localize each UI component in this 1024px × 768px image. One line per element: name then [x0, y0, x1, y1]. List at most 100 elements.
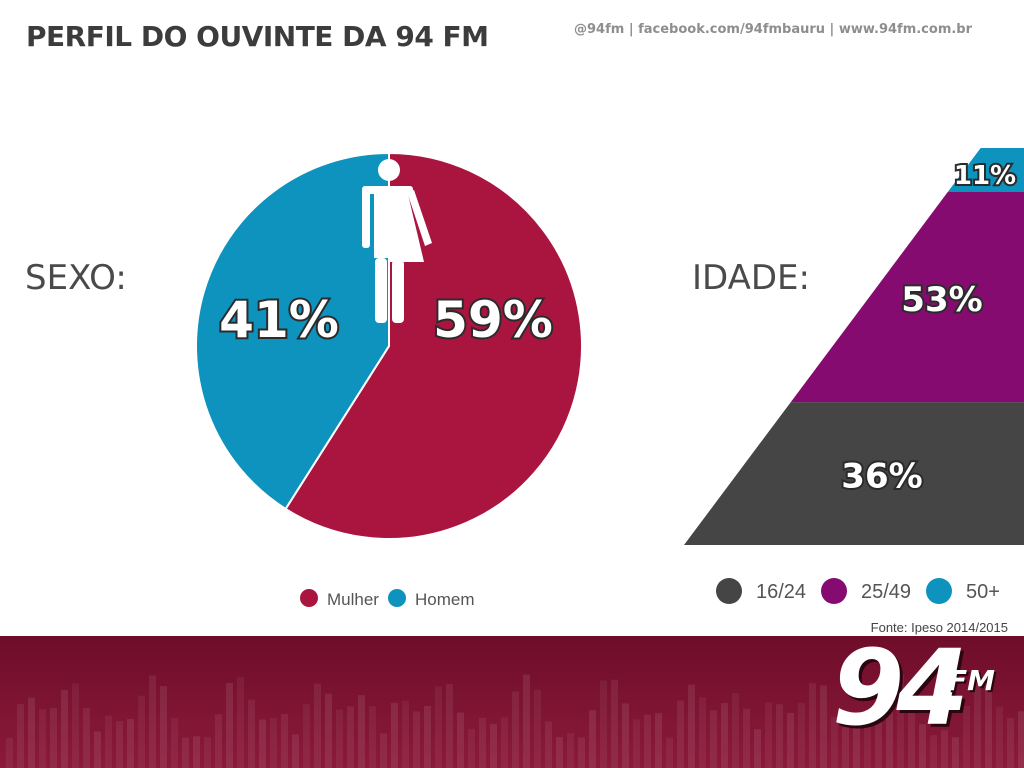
equalizer-bar — [710, 710, 717, 768]
equalizer-bar — [149, 675, 156, 768]
equalizer-bar — [644, 714, 651, 768]
pyramid-label-2549: 53% — [901, 280, 982, 320]
equalizer-bar — [1018, 711, 1024, 768]
equalizer-bar — [468, 728, 475, 768]
equalizer-bar — [655, 713, 662, 768]
equalizer-bar — [237, 677, 244, 768]
equalizer-bar — [765, 702, 772, 768]
equalizer-bar — [1007, 718, 1014, 768]
equalizer-bar — [292, 734, 299, 768]
age-legend-dot-2549 — [821, 578, 847, 604]
equalizer-bar — [919, 724, 926, 768]
equalizer-bar — [127, 718, 134, 768]
age-legend-dot-1624 — [716, 578, 742, 604]
equalizer-bar — [897, 674, 904, 768]
age-legend-label-1624: 16/24 — [756, 581, 806, 603]
source-note: Fonte: Ipeso 2014/2015 — [870, 620, 1008, 635]
equalizer-bar — [589, 710, 596, 768]
equalizer-bar — [303, 704, 310, 768]
equalizer-bar — [512, 691, 519, 768]
equalizer-bar — [413, 711, 420, 768]
sexo-label: SEXO: — [25, 258, 127, 298]
equalizer-bar — [17, 704, 24, 768]
equalizer-bar — [138, 695, 145, 768]
pyramid-segment-50 — [948, 148, 1024, 192]
page-title: PERFIL DO OUVINTE DA 94 FM — [26, 20, 489, 53]
equalizer-bar — [61, 689, 68, 768]
equalizer-bar — [28, 697, 35, 768]
equalizer-bar — [952, 737, 959, 768]
equalizer-bar — [94, 731, 101, 768]
equalizer-bar — [479, 717, 486, 768]
age-legend-label-2549: 25/49 — [861, 581, 911, 603]
pie-label-homem: 41% — [219, 291, 339, 349]
equalizer-bar — [842, 727, 849, 768]
equalizer-bar — [886, 687, 893, 768]
equalizer-bar — [501, 717, 508, 768]
logo-suffix: FM — [948, 664, 995, 697]
social-contacts: @94fm | facebook.com/94fmbauru | www.94f… — [574, 22, 973, 37]
pie-slice-mulher — [284, 151, 583, 540]
equalizer-bar — [369, 706, 376, 768]
equalizer-bar — [941, 730, 948, 768]
legend-label-homem: Homem — [415, 590, 475, 609]
equalizer-bar — [721, 703, 728, 768]
pyramid-label-1624: 36% — [841, 457, 922, 497]
age-legend-dot-50 — [926, 578, 952, 604]
pie-slice-homem — [195, 151, 390, 511]
equalizer-bar — [930, 735, 937, 768]
equalizer-bar — [820, 685, 827, 768]
equalizer-bar — [72, 683, 79, 768]
equalizer-bar — [226, 682, 233, 768]
equalizer-bar — [402, 700, 409, 768]
equalizer-background — [6, 674, 1024, 768]
equalizer-bar — [875, 715, 882, 768]
equalizer-bar — [611, 679, 618, 768]
equalizer-bar — [259, 719, 266, 768]
equalizer-bar — [688, 684, 695, 768]
radio-logo: 94 FM — [832, 636, 1010, 760]
equalizer-bar — [6, 738, 13, 768]
equalizer-bar — [171, 718, 178, 768]
equalizer-bar — [215, 714, 222, 768]
equalizer-bar — [380, 733, 387, 768]
equalizer-bar — [160, 686, 167, 768]
footer-band — [0, 636, 1024, 768]
equalizer-bar — [248, 699, 255, 768]
equalizer-bar — [116, 721, 123, 768]
equalizer-bar — [666, 737, 673, 768]
equalizer-bar — [336, 709, 343, 768]
equalizer-bar — [699, 697, 706, 768]
equalizer-bar — [677, 700, 684, 768]
equalizer-bar — [974, 678, 981, 768]
equalizer-bar — [732, 693, 739, 768]
equalizer-bar — [996, 706, 1003, 768]
equalizer-bar — [39, 709, 46, 768]
logo-number: 94 — [832, 627, 969, 749]
equalizer-bar — [754, 729, 761, 768]
equalizer-bar — [798, 702, 805, 768]
equalizer-bar — [809, 683, 816, 768]
equalizer-bar — [435, 686, 442, 768]
idade-label: IDADE: — [692, 258, 810, 298]
legend-label-mulher: Mulher — [327, 590, 379, 609]
equalizer-bar — [490, 724, 497, 768]
equalizer-bar — [457, 712, 464, 768]
equalizer-bar — [864, 726, 871, 768]
equalizer-bar — [743, 708, 750, 768]
equalizer-bar — [358, 695, 365, 768]
equalizer-bar — [578, 737, 585, 768]
equalizer-bar — [204, 737, 211, 768]
pyramid-segment-2549 — [790, 191, 1024, 403]
equalizer-bar — [908, 693, 915, 768]
equalizer-bar — [193, 736, 200, 768]
equalizer-bar — [853, 720, 860, 768]
legend-dot-mulher — [300, 589, 318, 607]
equalizer-bar — [776, 704, 783, 768]
equalizer-bar — [556, 737, 563, 768]
equalizer-bar — [391, 702, 398, 768]
equalizer-bar — [50, 708, 57, 768]
equalizer-bar — [567, 733, 574, 768]
